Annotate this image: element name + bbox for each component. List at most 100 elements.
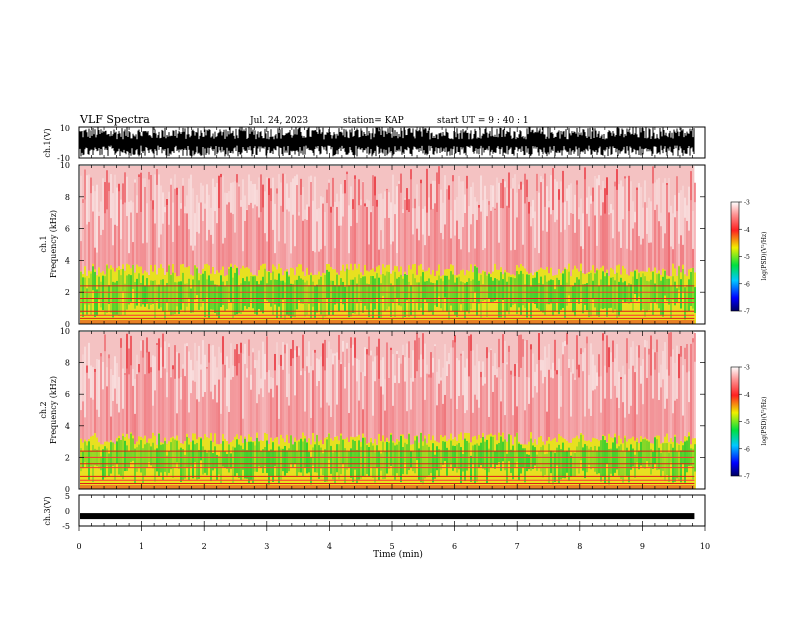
spectrum-column-light (312, 200, 314, 276)
x-tick-label: 1 (139, 542, 144, 551)
spectrum-column-light (640, 365, 642, 437)
spectrum-column-light (388, 378, 390, 442)
spectrum-column-green (460, 281, 462, 305)
spectrum-column-band (354, 263, 356, 324)
spectrum-column-green (540, 446, 542, 472)
spectrum-column-light (436, 371, 438, 442)
spectrum-column-band (672, 263, 674, 324)
spectrum-column-light (126, 368, 128, 434)
spectrum-column-light (316, 209, 318, 275)
spectrum-column-light (218, 346, 220, 445)
spectrum-column-light (132, 202, 134, 265)
spectrum-column-band (402, 276, 404, 324)
spectrum-column (278, 241, 280, 264)
spectrum-column-band (692, 267, 694, 324)
spectrum-column (500, 182, 502, 268)
spectrum-column-light (142, 357, 144, 439)
spectrum-column-green (204, 449, 206, 473)
spectrum-column-light (470, 350, 472, 443)
spectrum-column-green (286, 450, 288, 473)
spectrum-column-green (196, 268, 198, 296)
spectrum-column (578, 219, 580, 272)
spectrum-column (444, 224, 446, 270)
spectrum-column (324, 245, 326, 274)
spectrum-column-light (292, 178, 294, 269)
spectrum-column (198, 401, 200, 438)
spectrum-column-light (472, 182, 474, 273)
spectrum-column (198, 233, 200, 274)
spectrum-column-green (674, 281, 676, 306)
spectrum-column-light (282, 342, 284, 439)
spectrum-column-green (182, 449, 184, 481)
spectrum-column-green (374, 278, 376, 310)
spectrum-column-green (208, 275, 210, 318)
spectrum-column-light (578, 207, 580, 272)
spectrum-column (672, 249, 674, 264)
spectrum-column-green (248, 441, 250, 484)
ch1-ylabel: ch.1(V) (43, 128, 52, 157)
spectrum-column-light (256, 360, 258, 433)
spectrum-column-green (450, 440, 452, 465)
spectrum-column-band (112, 442, 114, 489)
spectrum-column (582, 371, 584, 435)
spectrum-column (258, 394, 260, 442)
colorbar-tick-label: -3 (744, 200, 750, 207)
spectrum-column (646, 377, 648, 440)
spectrum-column-green (676, 288, 678, 303)
spectrum-column (254, 204, 256, 275)
spectrum-column (476, 219, 478, 268)
spectrum-column-green (500, 436, 502, 471)
spectrum-column (592, 187, 594, 266)
spectrum-column-band (470, 264, 472, 324)
spectrum-column-light (538, 359, 540, 438)
spectrum-column-green (232, 446, 234, 484)
spectrum-column-light (616, 189, 618, 266)
spectrum-column (320, 407, 322, 440)
spectrum-column (326, 189, 328, 265)
spectrum-column-light (176, 194, 178, 277)
spectrum-column (658, 399, 660, 436)
spectrum-column-band (632, 271, 634, 324)
spectrum-column (220, 413, 222, 444)
spectrum-column-light (116, 363, 118, 438)
spectrum-column-light (212, 178, 214, 267)
spectrum-column-green (120, 275, 122, 316)
spectrum-column (186, 346, 188, 434)
spectrum-column-band (646, 271, 648, 324)
spectrum-column-green (604, 440, 606, 483)
spectrum-column-green (284, 282, 286, 320)
spectrum-column-light (598, 376, 600, 441)
spectrum-column (544, 376, 546, 445)
spectrum-column (498, 242, 500, 270)
spectrum-column-light (212, 345, 214, 443)
spectrum-column (502, 178, 504, 275)
spectrum-column-green (108, 453, 110, 477)
spectrum-column-light (342, 193, 344, 265)
spectrum-column (434, 346, 436, 441)
spectrum-column-green (250, 441, 252, 480)
spectrum-column-green (422, 445, 424, 485)
spectrum-column-band (458, 274, 460, 324)
spectrum-column-green (680, 279, 682, 309)
spectrum-column (618, 231, 620, 265)
spectrum-column-green (448, 279, 450, 320)
spectrum-column-light (608, 367, 610, 434)
spectrum-column-light (306, 356, 308, 443)
spectrum-column-light (400, 192, 402, 267)
spectrum-column (418, 337, 420, 443)
spectrum-column (492, 206, 494, 272)
spectrum-column-light (588, 186, 590, 272)
spectrum-column (666, 182, 668, 276)
spectrum-column (328, 405, 330, 434)
spectrum-column-band (90, 271, 92, 324)
spectrum-column (596, 245, 598, 269)
spectrum-column (114, 388, 116, 444)
spectrum-column-green (230, 453, 232, 469)
spectrum-column-band (312, 275, 314, 324)
spectrum-column-light (356, 358, 358, 437)
spectrum-column-light (370, 209, 372, 270)
spectrum-column-green (458, 443, 460, 470)
spectrum-column-light (510, 374, 512, 436)
spectrum-column-light (522, 184, 524, 267)
spectrum-column-light (98, 211, 100, 268)
